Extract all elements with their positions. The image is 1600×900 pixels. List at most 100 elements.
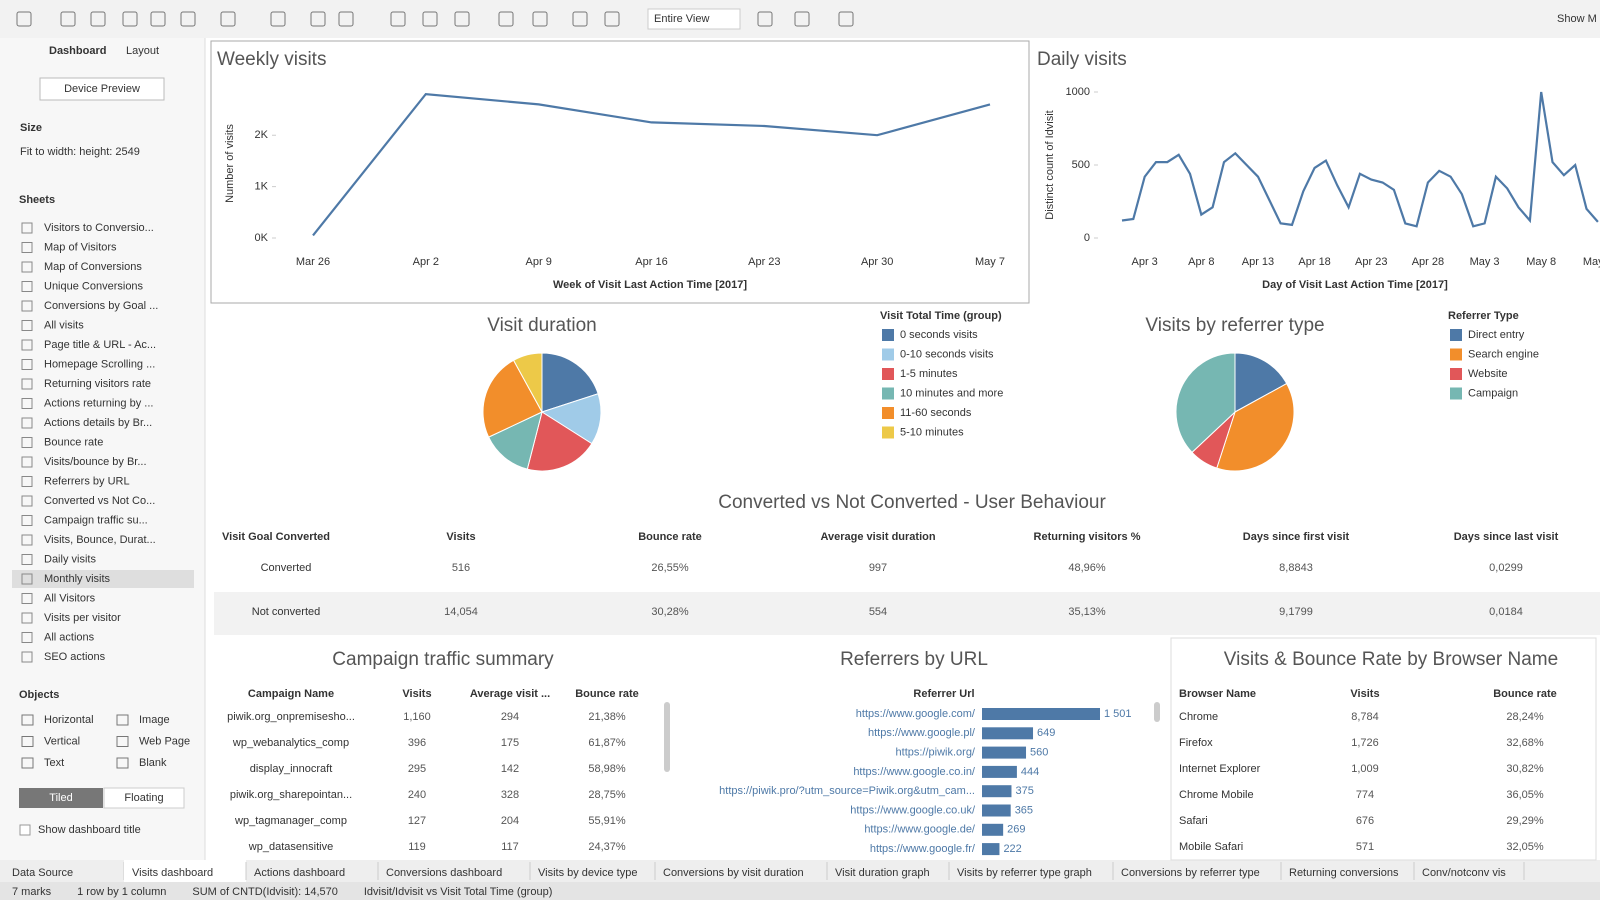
sheet-item[interactable]: Visits/bounce by Br... <box>44 456 147 468</box>
toolbar-icon[interactable] <box>572 11 588 27</box>
sheet-item[interactable]: Page title & URL - Ac... <box>44 339 156 351</box>
table-cell: 28,24% <box>1506 711 1544 723</box>
size-label: Size <box>20 122 42 134</box>
sheet-tab[interactable]: Visits by device type <box>538 867 637 879</box>
object-item[interactable]: Web Page <box>139 735 190 747</box>
toolbar-icon[interactable] <box>310 11 326 27</box>
sheet-item[interactable]: Visits per visitor <box>44 612 121 624</box>
table-cell: 58,98% <box>588 763 626 775</box>
toolbar-icon[interactable] <box>390 11 406 27</box>
size-value[interactable]: Fit to width: height: 2549 <box>20 146 140 158</box>
toolbar-icon[interactable] <box>498 11 514 27</box>
sheet-item[interactable]: Campaign traffic su... <box>44 514 148 526</box>
column-header: Browser Name <box>1179 688 1256 700</box>
scrollbar <box>1154 702 1160 722</box>
object-item[interactable]: Horizontal <box>44 714 94 726</box>
toolbar-icon[interactable] <box>532 11 548 27</box>
toolbar-icon[interactable] <box>122 11 138 27</box>
toolbar-icon[interactable] <box>338 11 354 27</box>
toolbar-icon[interactable] <box>60 11 76 27</box>
sheet-item[interactable]: Daily visits <box>44 553 96 565</box>
sheet-tab[interactable]: Actions dashboard <box>254 867 345 879</box>
sheet-item[interactable]: Monthly visits <box>44 573 111 585</box>
sheet-item[interactable]: Referrers by URL <box>44 475 130 487</box>
sheet-item[interactable]: All Visitors <box>44 592 96 604</box>
active-tab[interactable] <box>124 860 246 882</box>
sheet-tab[interactable]: Conv/notconv vis <box>1422 867 1506 879</box>
sheet-item[interactable]: All actions <box>44 631 95 643</box>
table-cell: Internet Explorer <box>1179 763 1261 775</box>
sheet-item[interactable]: Conversions by Goal ... <box>44 300 158 312</box>
sheet-icon <box>21 651 33 663</box>
sheet-item[interactable]: Map of Conversions <box>44 261 142 273</box>
sheet-icon <box>21 242 33 253</box>
sheet-item[interactable]: Actions details by Br... <box>44 417 152 429</box>
toolbar-icon[interactable] <box>220 11 236 27</box>
toolbar-icon[interactable] <box>90 11 106 27</box>
table-cell: 142 <box>501 763 519 775</box>
sheet-tab[interactable]: Returning conversions <box>1289 867 1399 879</box>
column-header: Visits <box>402 688 431 700</box>
view-dropdown[interactable] <box>647 8 741 30</box>
object-item[interactable]: Blank <box>139 757 167 769</box>
row-label: Not converted <box>252 606 320 618</box>
sheet-item[interactable]: Visitors to Conversio... <box>44 222 154 234</box>
show-me-button[interactable]: Show M <box>1557 13 1597 25</box>
toolbar-icon[interactable] <box>422 11 438 27</box>
sheet-tab[interactable]: Visits dashboard <box>132 867 213 879</box>
object-item[interactable]: Vertical <box>44 735 80 747</box>
sheet-item[interactable]: Map of Visitors <box>44 241 117 253</box>
table-value: 516 <box>452 562 470 574</box>
browser-panel <box>1170 637 1597 861</box>
sheet-item[interactable]: Unique Conversions <box>44 280 144 292</box>
object-icon <box>116 757 129 769</box>
tiled-button[interactable] <box>19 788 103 808</box>
sheet-item[interactable]: Actions returning by ... <box>44 397 153 409</box>
sheet-item[interactable]: Homepage Scrolling ... <box>44 358 155 370</box>
chart-title: Daily visits <box>1037 49 1127 70</box>
toolbar-icon[interactable] <box>150 11 166 27</box>
table-cell: 676 <box>1356 815 1374 827</box>
object-item[interactable]: Text <box>44 757 64 769</box>
sheet-tab[interactable]: Data Source <box>12 867 73 879</box>
x-tick-label: Apr 23 <box>748 256 780 268</box>
table-value: 35,13% <box>1068 606 1106 618</box>
toolbar-icon[interactable] <box>794 11 810 27</box>
sheet-item[interactable]: All visits <box>44 319 84 331</box>
floating-button[interactable] <box>103 787 185 809</box>
object-item[interactable]: Image <box>139 714 170 726</box>
sheet-tab[interactable]: Visit duration graph <box>835 867 930 879</box>
sheet-item[interactable]: Converted vs Not Co... <box>44 495 155 507</box>
chart-title: Visits by referrer type <box>1145 315 1324 336</box>
sheet-item[interactable]: Returning visitors rate <box>44 378 151 390</box>
toolbar-icon[interactable] <box>270 11 286 27</box>
row-label: Converted <box>261 562 312 574</box>
sheet-tab[interactable]: Visits by referrer type graph <box>957 867 1092 879</box>
toolbar-icon[interactable] <box>180 11 196 27</box>
column-header: Visit Goal Converted <box>222 531 330 543</box>
toolbar-icon[interactable] <box>604 11 620 27</box>
pie-slice <box>1175 352 1236 454</box>
sheet-item[interactable]: Visits, Bounce, Durat... <box>44 534 156 546</box>
sheet-icon <box>21 417 33 429</box>
device-preview-button[interactable] <box>39 77 165 101</box>
sheet-tab[interactable]: Conversions by visit duration <box>663 867 804 879</box>
toolbar-icon[interactable] <box>454 11 470 27</box>
sheet-tab[interactable]: Conversions by referrer type <box>1121 867 1260 879</box>
toolbar-icon[interactable] <box>838 11 854 27</box>
sheet-item[interactable]: Bounce rate <box>44 436 103 448</box>
y-tick-label: 0K <box>255 232 269 244</box>
toolbar-icon[interactable] <box>757 11 773 27</box>
value-label: 649 <box>1037 727 1055 739</box>
legend-swatch <box>882 368 894 380</box>
sidebar-tab[interactable]: Dashboard <box>49 45 106 57</box>
checkbox[interactable] <box>19 824 31 836</box>
value-label: 365 <box>1015 804 1033 816</box>
toolbar-icon[interactable] <box>16 11 32 27</box>
sidebar-tab[interactable]: Layout <box>126 45 159 57</box>
sheet-tab[interactable]: Conversions dashboard <box>386 867 502 879</box>
sheet-item[interactable]: SEO actions <box>44 651 106 663</box>
category-label: https://www.google.com/ <box>856 708 976 720</box>
show-title-label: Show dashboard title <box>38 824 141 836</box>
